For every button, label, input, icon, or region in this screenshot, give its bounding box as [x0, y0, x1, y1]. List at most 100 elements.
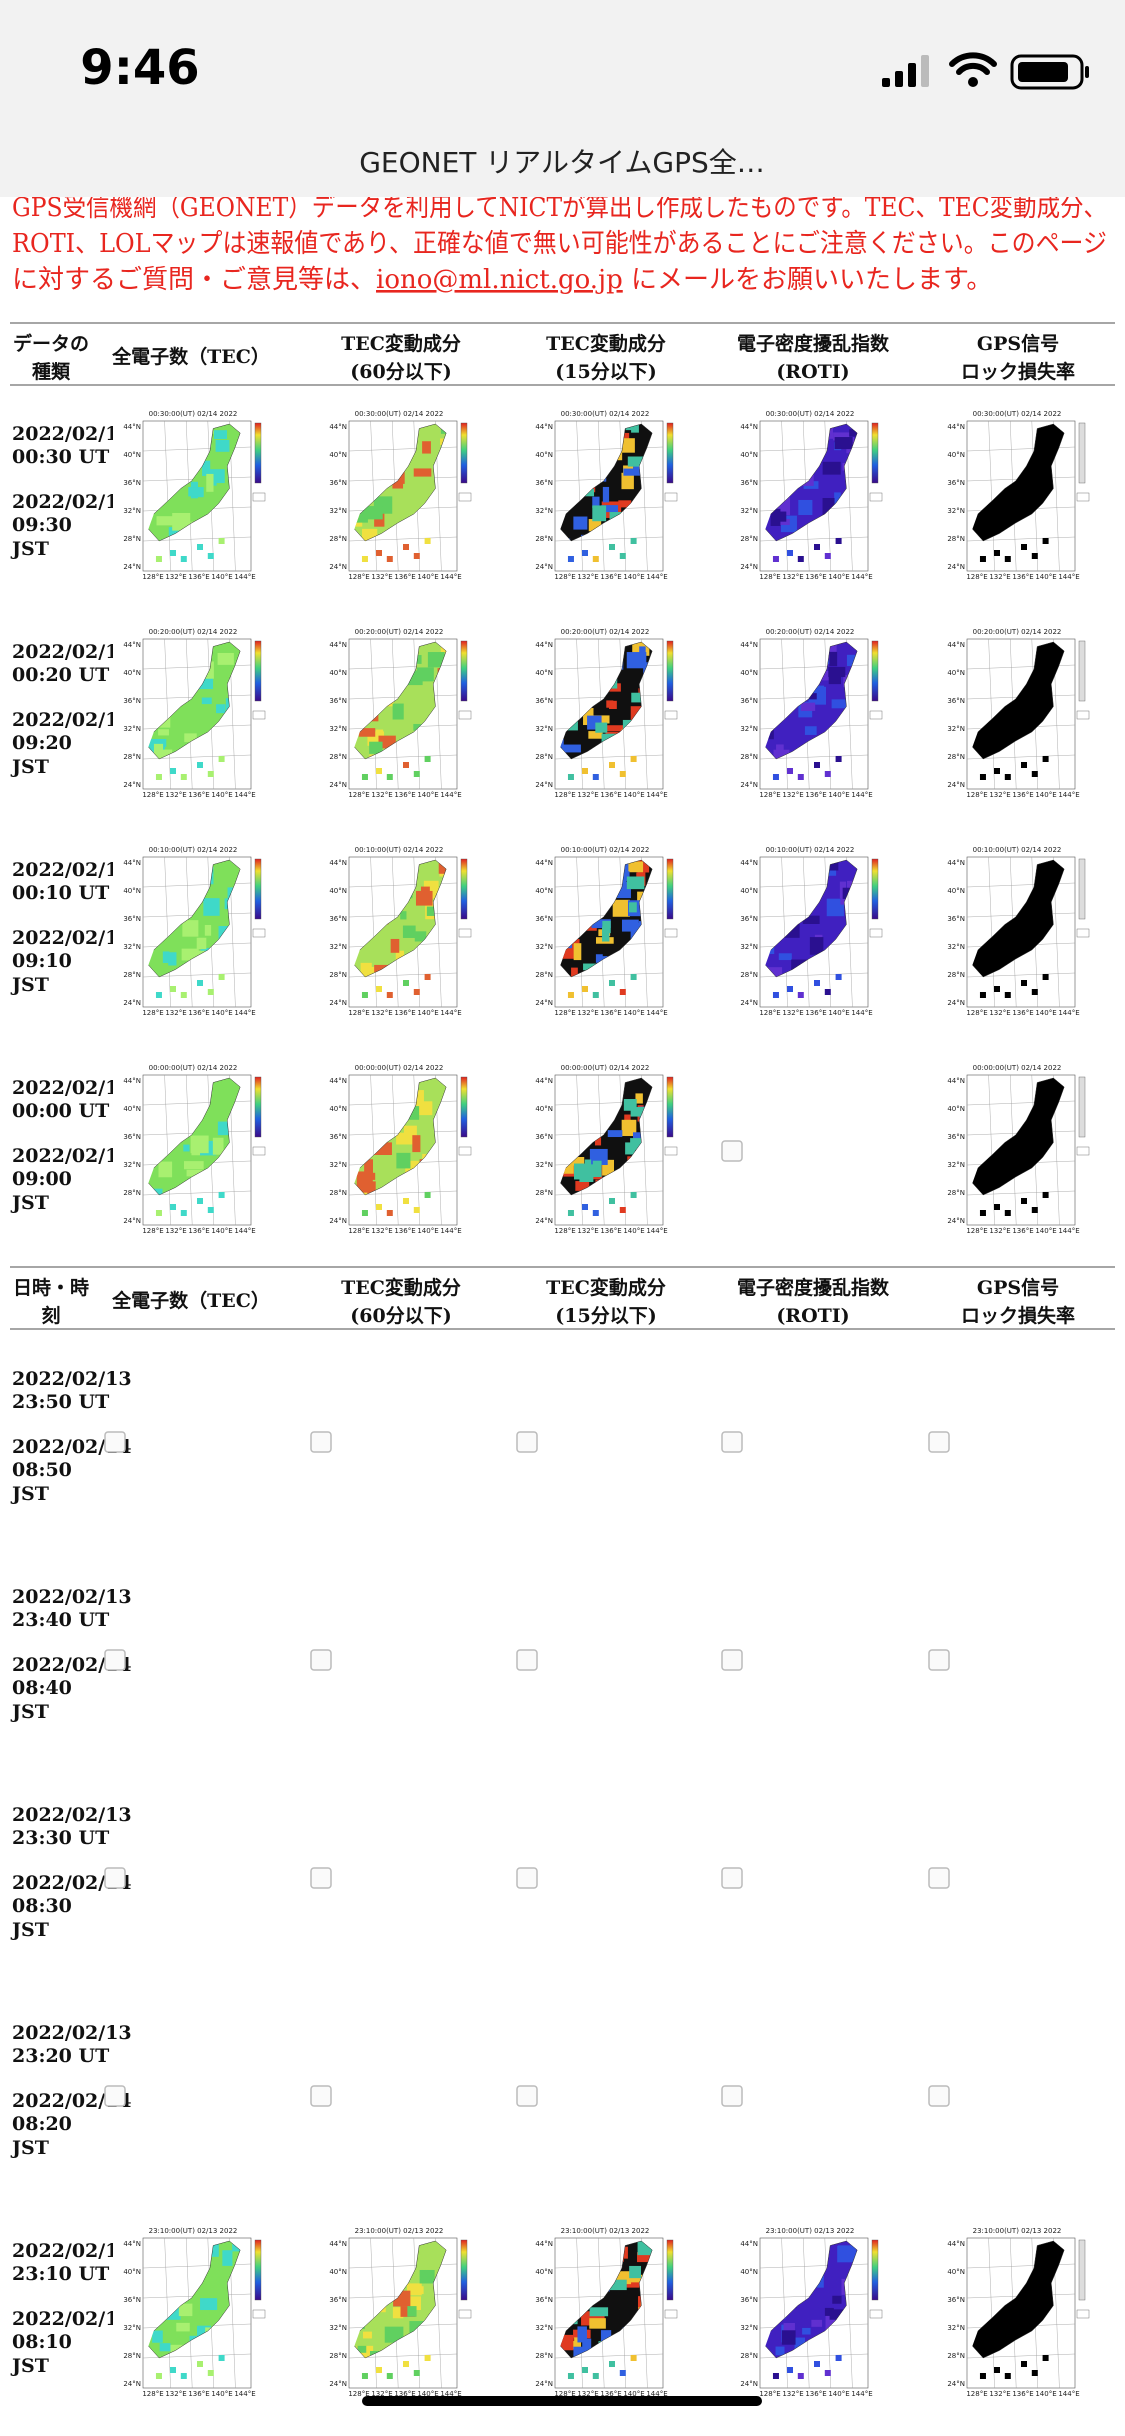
map-cell: [846, 654, 858, 667]
notice: GPS受信機網（GEONET）データを利用してNICTが算出し作成したものです。…: [12, 193, 1107, 295]
map-island: [424, 538, 431, 544]
map-lon-label: 132°E: [165, 573, 186, 581]
row-date-line: JST: [10, 1192, 49, 1214]
map-lon-label: 136°E: [188, 791, 209, 799]
map-island: [1042, 1192, 1049, 1198]
map-colorbar: [460, 422, 468, 484]
map-lon-label: 136°E: [805, 1009, 826, 1017]
map-grid: [781, 856, 788, 1008]
map-lat-label: 36°N: [123, 697, 141, 705]
row-date-line: 00:00 UT: [12, 1100, 109, 1122]
map-lat-label: 24°N: [740, 999, 758, 1007]
map-caption: 00:20:00(UT) 02/14 2022: [766, 628, 855, 636]
notice-line: に対するご質問・ご意見等は、iono@ml.nict.go.jp にメールをお願…: [12, 265, 992, 295]
map-cell: [384, 2326, 404, 2343]
map-image: 00:00:00(UT) 02/14 2022 44°N 40°N 36°N 32°N 2…: [525, 1061, 680, 1240]
map-island: [413, 989, 420, 995]
map-island: [1031, 771, 1038, 777]
map-cell: [158, 729, 169, 736]
map-lat-label: 28°N: [740, 2352, 758, 2360]
map-grid: [370, 2237, 377, 2389]
map-island: [814, 544, 820, 550]
map-island: [567, 774, 574, 780]
map-cell: [831, 699, 847, 709]
map-island: [180, 992, 187, 998]
map-island: [155, 1210, 162, 1216]
map-cell: [361, 528, 378, 541]
map-island: [582, 2367, 588, 2373]
row-date-line: 2022/02/14: [12, 641, 132, 663]
row-date-line: 09:30: [12, 514, 72, 536]
map-island: [567, 992, 574, 998]
email-link[interactable]: iono@ml.nict.go.jp: [376, 265, 623, 295]
map-cell: [422, 441, 431, 454]
map-lat-label: 28°N: [947, 535, 965, 543]
map-coast: [148, 423, 241, 542]
map-cell: [577, 2326, 587, 2343]
map-colorbar: [871, 422, 879, 484]
map-island: [979, 2373, 986, 2379]
map-grid: [164, 638, 171, 790]
map-island: [582, 550, 588, 556]
map-cell: [363, 506, 383, 520]
map-lon-label: 144°E: [234, 573, 255, 581]
broken-image: [104, 1431, 126, 1453]
map-cell: [412, 1135, 421, 1153]
map-colorbar: [1078, 2239, 1086, 2301]
map-island: [218, 756, 225, 762]
map-lat-label: 40°N: [947, 669, 965, 677]
map-cell: [829, 2309, 844, 2320]
map-island: [1021, 980, 1027, 986]
nav-title: GEONET リアルタイムGPS全…: [359, 146, 765, 179]
map-lat-label: 36°N: [740, 2296, 758, 2304]
map-cell: [357, 2345, 367, 2353]
map-lat-label: 44°N: [329, 1077, 347, 1085]
map-coast: [765, 423, 858, 542]
map-lat-label: 28°N: [329, 753, 347, 761]
map-lon-label: 144°E: [440, 1009, 461, 1017]
map-lat-label: 44°N: [123, 1077, 141, 1085]
map-lon-label: 136°E: [600, 573, 621, 581]
map-lon-label: 140°E: [211, 791, 232, 799]
map-lon-label: 140°E: [1035, 1009, 1056, 1017]
map-island: [1004, 774, 1011, 780]
map-colorbar: [871, 858, 879, 920]
row-date-line: 23:10 UT: [12, 2263, 109, 2285]
map-lat-label: 28°N: [123, 535, 141, 543]
map-lon-label: 136°E: [805, 573, 826, 581]
map-lon-label: 144°E: [234, 1009, 255, 1017]
map-land: [972, 424, 1065, 541]
map-island: [994, 1204, 1000, 1210]
map-grid: [370, 1074, 377, 1226]
map-lon-label: 132°E: [165, 2390, 186, 2398]
map-coast: [972, 423, 1065, 542]
map-cell: [215, 439, 230, 452]
map-lat-label: 28°N: [947, 971, 965, 979]
map-caption: 00:30:00(UT) 02/14 2022: [561, 410, 650, 418]
map-lon-label: 140°E: [828, 1009, 849, 1017]
map-cell: [639, 646, 646, 656]
map-lat-label: 28°N: [535, 1189, 553, 1197]
map-image: 23:10:00(UT) 02/13 2022 44°N 40°N 36°N 32°N 2…: [525, 2224, 680, 2403]
map-lat-label: 44°N: [123, 423, 141, 431]
map-lat-label: 40°N: [329, 669, 347, 677]
map-island: [824, 2370, 831, 2376]
map-coast: [148, 859, 241, 978]
map-lon-label: 136°E: [1012, 791, 1033, 799]
map-island: [1031, 989, 1038, 995]
map-colorbar: [460, 640, 468, 702]
map-cell: [770, 508, 781, 526]
map-caption: 23:10:00(UT) 02/13 2022: [561, 2227, 650, 2235]
map-island: [386, 774, 393, 780]
map-island: [376, 768, 382, 774]
column-header: TEC変動成分: [341, 332, 461, 355]
map-lat-label: 36°N: [947, 1133, 965, 1141]
map-coast: [972, 859, 1065, 978]
map-cell: [222, 2250, 233, 2266]
map-cell: [832, 2295, 842, 2304]
map-island: [1031, 553, 1038, 559]
map-cell: [568, 1156, 585, 1166]
row-date-line: 00:10 UT: [12, 882, 109, 904]
map-cell: [630, 1107, 649, 1117]
map-lat-label: 40°N: [740, 669, 758, 677]
